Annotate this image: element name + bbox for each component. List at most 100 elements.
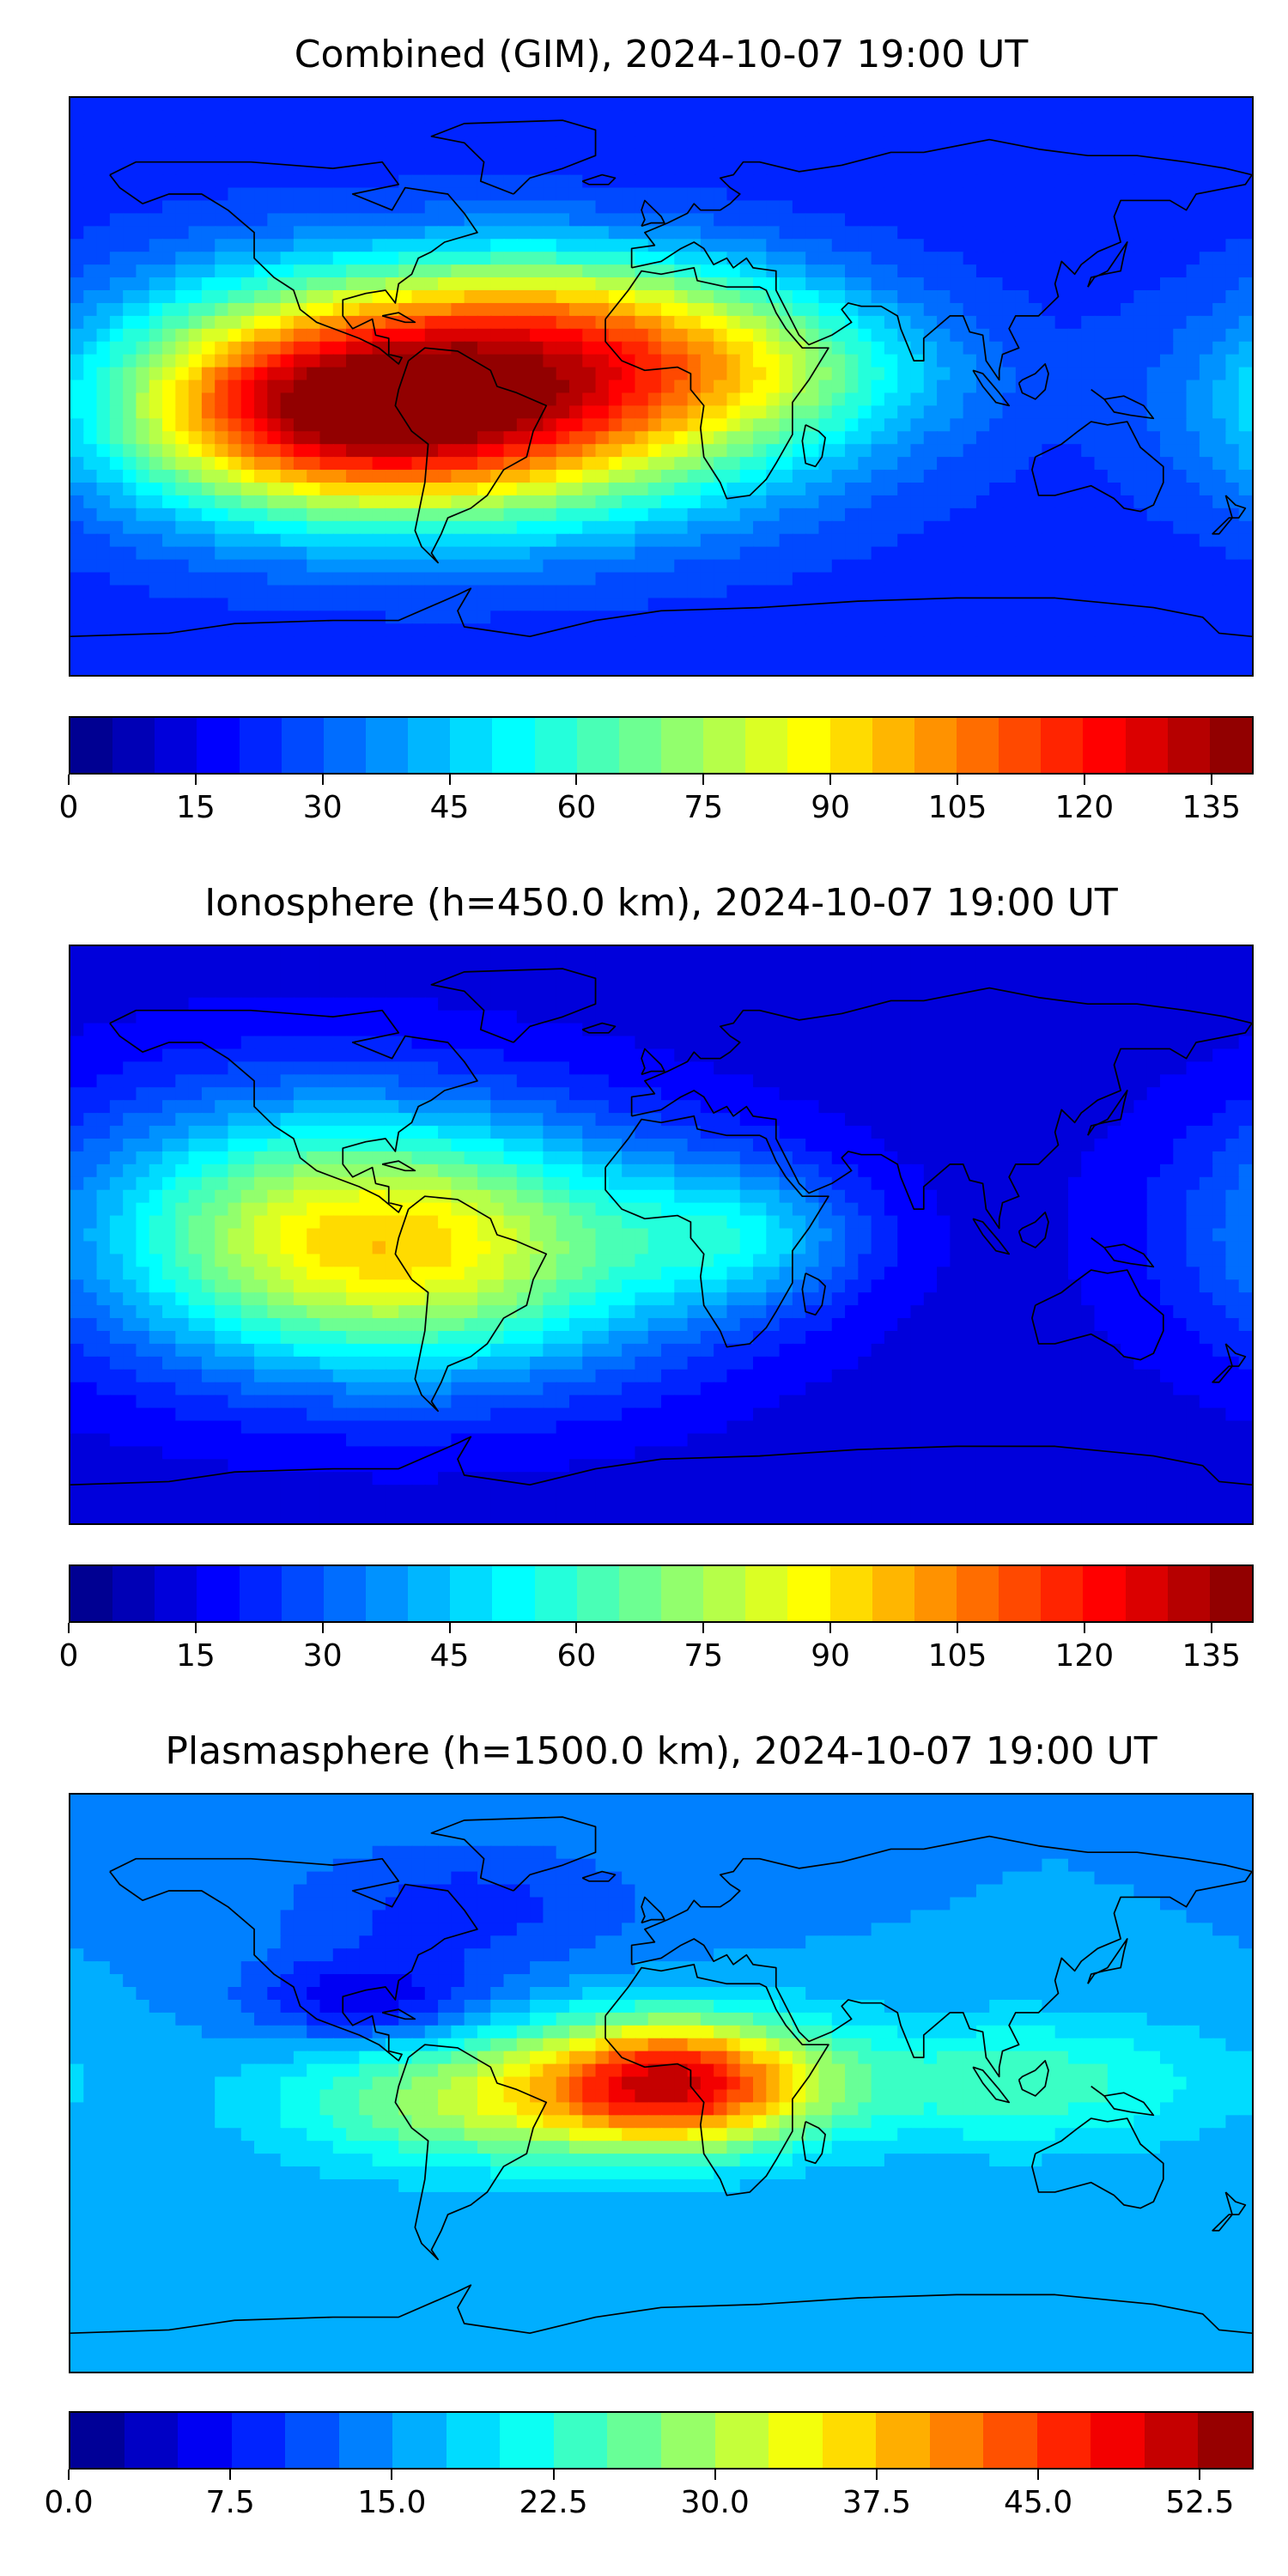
field-cell bbox=[1159, 277, 1175, 292]
field-cell bbox=[595, 598, 610, 612]
field-cell bbox=[411, 997, 426, 1012]
field-cell bbox=[411, 984, 426, 999]
field-cell bbox=[845, 636, 860, 651]
field-cell bbox=[674, 431, 689, 446]
field-cell bbox=[739, 520, 755, 535]
field-cell bbox=[162, 380, 177, 394]
field-cell bbox=[162, 239, 177, 253]
field-cell bbox=[398, 1061, 413, 1076]
field-cell bbox=[1238, 958, 1252, 973]
field-cell bbox=[753, 431, 768, 446]
field-cell bbox=[123, 302, 137, 317]
field-cell bbox=[96, 611, 112, 625]
field-cell bbox=[1173, 264, 1188, 279]
field-cell bbox=[503, 149, 518, 163]
field-cell bbox=[1054, 649, 1070, 664]
field-cell bbox=[805, 328, 820, 343]
field-cell bbox=[411, 457, 426, 471]
field-cell bbox=[700, 161, 715, 176]
field-cell bbox=[332, 507, 348, 522]
field-cell bbox=[714, 1023, 728, 1037]
field-cell bbox=[346, 636, 361, 651]
field-cell bbox=[385, 226, 400, 240]
field-cell bbox=[831, 585, 847, 599]
field-cell bbox=[975, 98, 991, 112]
field-cell bbox=[149, 984, 164, 999]
field-cell bbox=[687, 958, 702, 973]
field-cell bbox=[700, 946, 715, 961]
field-cell bbox=[293, 1061, 308, 1076]
field-cell bbox=[739, 302, 755, 317]
field-cell bbox=[753, 971, 768, 986]
field-cell bbox=[175, 546, 190, 561]
field-cell bbox=[897, 315, 912, 330]
field-cell bbox=[1042, 328, 1056, 343]
field-cell bbox=[753, 1061, 768, 1076]
field-cell bbox=[201, 431, 216, 446]
field-cell bbox=[96, 1061, 112, 1076]
field-cell bbox=[293, 341, 308, 355]
field-cell bbox=[175, 405, 190, 420]
field-cell bbox=[424, 958, 440, 973]
field-cell bbox=[739, 380, 755, 394]
field-cell bbox=[293, 958, 308, 973]
field-cell bbox=[923, 123, 939, 137]
field-cell bbox=[858, 239, 872, 253]
field-cell bbox=[647, 1048, 663, 1063]
field-cell bbox=[1002, 252, 1017, 266]
field-cell bbox=[201, 572, 216, 586]
field-cell bbox=[1146, 302, 1162, 317]
field-cell bbox=[490, 585, 505, 599]
colorbar-tick-label: 90 bbox=[811, 790, 851, 825]
field-cell bbox=[937, 559, 951, 574]
field-cell bbox=[162, 520, 177, 535]
field-cell bbox=[240, 946, 256, 961]
field-cell bbox=[937, 470, 951, 484]
field-cell bbox=[162, 507, 177, 522]
field-cell bbox=[884, 110, 899, 125]
field-cell bbox=[989, 187, 1004, 202]
field-cell bbox=[818, 136, 833, 150]
field-cell bbox=[215, 495, 229, 509]
field-cell bbox=[1186, 174, 1200, 189]
field-cell bbox=[884, 1061, 899, 1076]
field-cell bbox=[1042, 611, 1056, 625]
field-cell bbox=[1133, 636, 1148, 651]
field-cell bbox=[123, 341, 137, 355]
field-cell bbox=[438, 507, 453, 522]
field-cell bbox=[845, 444, 860, 459]
field-cell bbox=[1146, 226, 1162, 240]
field-cell bbox=[96, 290, 112, 305]
field-cell bbox=[884, 367, 899, 381]
field-cell bbox=[1225, 341, 1240, 355]
field-cell bbox=[937, 611, 951, 625]
field-cell bbox=[280, 984, 295, 999]
field-cell bbox=[530, 1023, 544, 1037]
field-cell bbox=[910, 958, 925, 973]
field-cell bbox=[424, 457, 440, 471]
field-cell bbox=[254, 187, 269, 202]
field-cell bbox=[1238, 187, 1252, 202]
field-cell bbox=[1029, 239, 1043, 253]
field-cell bbox=[293, 149, 308, 163]
field-cell bbox=[149, 136, 164, 150]
field-cell bbox=[1107, 507, 1122, 522]
field-cell bbox=[451, 418, 465, 433]
field-cell bbox=[451, 431, 465, 446]
field-cell bbox=[766, 585, 781, 599]
field-cell bbox=[647, 611, 663, 625]
field-cell bbox=[845, 507, 860, 522]
field-cell bbox=[622, 559, 636, 574]
field-cell bbox=[726, 520, 741, 535]
field-cell bbox=[319, 572, 334, 586]
field-cell bbox=[818, 290, 833, 305]
field-cell bbox=[818, 1023, 833, 1037]
field-cell bbox=[568, 277, 584, 292]
field-cell bbox=[109, 1061, 125, 1076]
field-cell bbox=[647, 187, 663, 202]
field-cell bbox=[136, 380, 150, 394]
field-cell bbox=[96, 239, 112, 253]
field-cell bbox=[1054, 264, 1070, 279]
field-cell bbox=[608, 997, 623, 1012]
field-cell bbox=[359, 520, 374, 535]
